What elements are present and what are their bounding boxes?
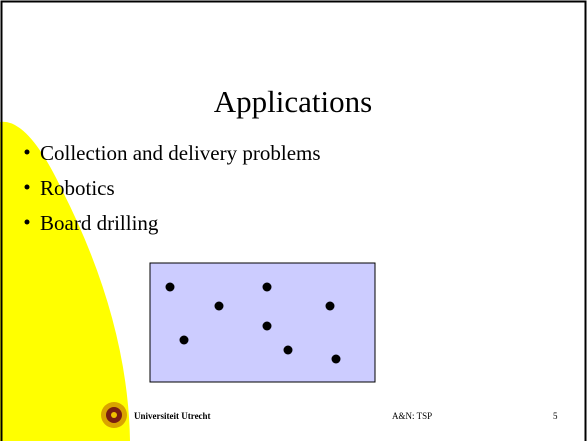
hole [262, 321, 272, 331]
hole [262, 282, 272, 292]
bullet-list: Collection and delivery problems Robotic… [24, 141, 321, 235]
hole [214, 301, 224, 311]
logo [101, 402, 127, 428]
board [149, 262, 376, 383]
footer-institution: Universiteit Utrecht [134, 411, 211, 421]
bullet-text: Board drilling [40, 211, 159, 235]
footer-course: A&N: TSP [392, 411, 432, 421]
hole [179, 335, 189, 345]
footer-page: 5 [553, 411, 558, 421]
bullet [24, 184, 30, 190]
hole [165, 282, 175, 292]
yellow-shape [0, 121, 130, 441]
logo-center [111, 412, 117, 418]
bullet [24, 149, 30, 155]
bullet [24, 219, 30, 225]
title: Applications [214, 84, 372, 119]
bullet-text: Collection and delivery problems [40, 141, 321, 165]
bullet-text: Robotics [40, 176, 115, 200]
hole [283, 345, 293, 355]
hole [331, 354, 341, 364]
board-diagram [149, 262, 376, 383]
hole [325, 301, 335, 311]
